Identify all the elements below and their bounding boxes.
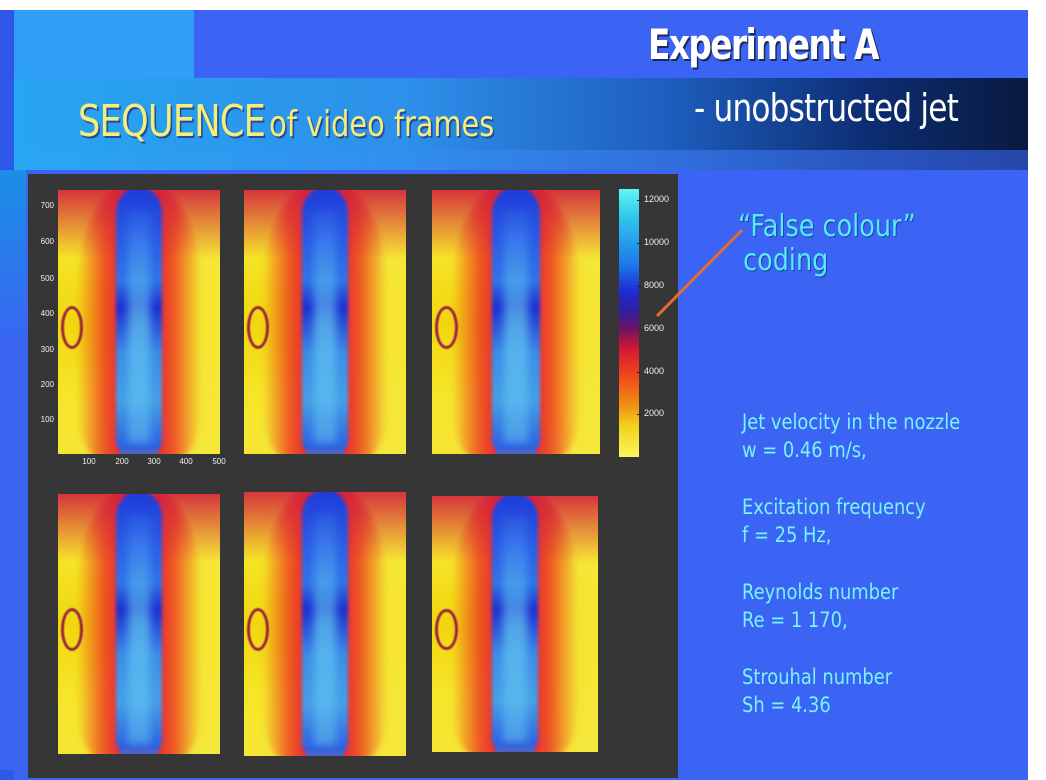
video-frame-6 [432,496,598,752]
colorbar-tick-label: 6000 [644,323,665,333]
false-colour-annotation: “False colour” coding [738,210,916,278]
param-label: Strouhal number [742,665,893,689]
y-tick-label: 200 [40,380,54,389]
colorbar-tick-label: 10000 [644,237,670,247]
experiment-title: Experiment A [648,20,880,69]
param-value: f = 25 Hz, [742,523,832,547]
param-reynolds-number: Reynolds number Re = 1 170, [742,578,898,634]
y-tick-label: 100 [40,415,54,424]
param-jet-velocity: Jet velocity in the nozzle w = 0.46 m/s, [742,408,960,464]
y-tick-label: 300 [40,345,54,354]
colorbar-tick-label: 4000 [644,366,665,376]
video-frames-panel: 700 600 500 400 300 200 100 100 200 300 … [28,174,678,778]
false-colour-line1: “False colour” [738,209,916,244]
video-frame-5 [244,492,406,756]
colorbar [619,189,639,457]
x-tick-label: 400 [179,457,193,466]
colorbar-tick-label: 2000 [644,408,665,418]
x-tick-label: 200 [115,457,129,466]
top-light-block [14,10,194,80]
param-label: Excitation frequency [742,495,926,519]
y-tick-label: 600 [40,237,54,246]
sequence-title-rest: of video frames [269,104,495,145]
param-value: w = 0.46 m/s, [742,438,867,462]
left-stripe [0,170,26,770]
x-tick-label: 100 [82,457,96,466]
param-label: Reynolds number [742,580,899,604]
title-band-lower [14,150,1046,170]
video-frame-4 [58,494,220,754]
y-tick-label: 700 [40,201,54,210]
param-value: Sh = 4.36 [742,693,831,717]
video-frame-2 [244,190,406,454]
experiment-subtitle: - unobstructed jet [694,86,959,130]
video-frame-1 [58,190,220,454]
video-frame-3 [432,190,600,454]
right-edge [1028,0,1046,780]
top-edge [0,0,1046,10]
param-excitation-frequency: Excitation frequency f = 25 Hz, [742,493,926,549]
sequence-title-main: SEQUENCE [78,96,266,147]
x-tick-label: 500 [212,457,226,466]
sequence-title: SEQUENCE of video frames [78,96,494,147]
y-tick-label: 400 [40,309,54,318]
param-value: Re = 1 170, [742,608,848,632]
frame-x-axis: 100 200 300 400 500 [28,457,248,471]
param-strouhal-number: Strouhal number Sh = 4.36 [742,663,892,719]
frame-y-axis: 700 600 500 400 300 200 100 [28,174,58,454]
param-label: Jet velocity in the nozzle [742,410,961,434]
y-tick-label: 500 [40,274,54,283]
false-colour-line2: coding [743,243,829,278]
colorbar-tick-label: 12000 [644,194,670,204]
x-tick-label: 300 [147,457,161,466]
colorbar-tick-label: 8000 [644,280,665,290]
